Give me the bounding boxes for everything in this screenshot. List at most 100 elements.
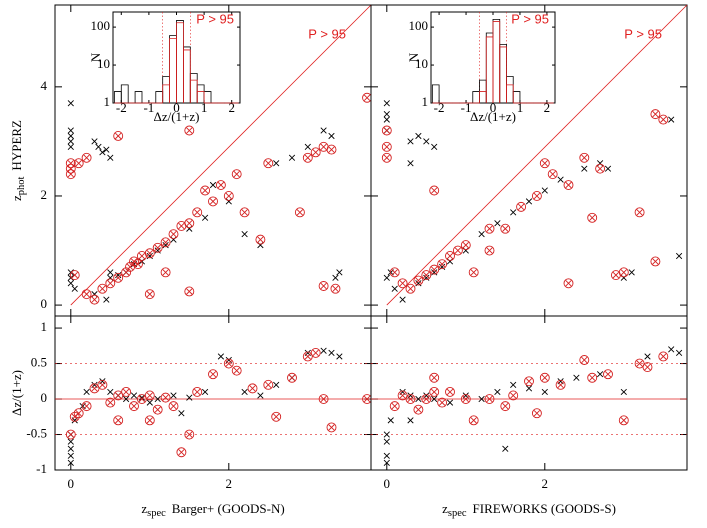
point bbox=[223, 358, 234, 369]
y-tick-label: 0.5 bbox=[31, 355, 47, 370]
point bbox=[332, 274, 339, 281]
point-ring bbox=[618, 415, 629, 426]
point-ring bbox=[563, 180, 574, 191]
point-cross bbox=[95, 143, 102, 150]
point-cross bbox=[265, 381, 272, 388]
point-cross bbox=[154, 395, 161, 403]
point bbox=[618, 415, 629, 426]
point-cross bbox=[581, 154, 588, 161]
histogram-bin bbox=[506, 84, 514, 103]
point-cross bbox=[130, 392, 138, 399]
point-ring bbox=[208, 196, 218, 207]
point bbox=[241, 388, 248, 396]
point-ring bbox=[65, 158, 76, 169]
point-cross bbox=[415, 277, 422, 284]
point bbox=[129, 401, 139, 412]
point bbox=[146, 399, 153, 406]
point bbox=[415, 132, 422, 140]
point-cross bbox=[470, 269, 477, 276]
point bbox=[604, 165, 612, 172]
point bbox=[668, 346, 675, 353]
point bbox=[421, 270, 432, 281]
point bbox=[257, 392, 264, 399]
point-ring bbox=[516, 201, 527, 212]
point bbox=[405, 283, 416, 294]
point-cross bbox=[186, 225, 193, 232]
point-ring bbox=[618, 267, 629, 278]
point bbox=[170, 236, 177, 243]
histogram-bin bbox=[196, 91, 205, 103]
point bbox=[132, 259, 143, 270]
point-cross bbox=[407, 138, 414, 145]
point-cross bbox=[67, 459, 74, 467]
point-cross bbox=[675, 349, 683, 357]
point-ring bbox=[445, 386, 455, 397]
point bbox=[97, 379, 108, 390]
point-cross bbox=[107, 399, 114, 406]
point-cross bbox=[486, 247, 493, 254]
point-ring bbox=[326, 144, 337, 155]
point-cross bbox=[67, 280, 74, 287]
point-ring bbox=[413, 275, 424, 286]
point-ring bbox=[484, 394, 495, 404]
point-ring bbox=[650, 256, 661, 267]
point-ring bbox=[160, 267, 171, 278]
point bbox=[107, 274, 114, 281]
point-cross bbox=[257, 236, 264, 243]
point bbox=[596, 371, 604, 378]
point bbox=[91, 138, 98, 145]
point-cross bbox=[454, 247, 462, 254]
axis-label: zphot HYPERZ bbox=[9, 120, 27, 201]
x-tick-label: 1 bbox=[201, 100, 208, 115]
point bbox=[67, 100, 74, 107]
point bbox=[241, 231, 248, 238]
point-cross bbox=[146, 291, 153, 298]
point bbox=[468, 415, 479, 426]
point bbox=[413, 404, 424, 415]
point-cross bbox=[178, 410, 185, 417]
label-sub: phot bbox=[16, 176, 27, 195]
point bbox=[383, 452, 390, 459]
point-cross bbox=[328, 349, 335, 357]
point-cross bbox=[628, 269, 635, 276]
point bbox=[107, 269, 114, 276]
point bbox=[336, 269, 343, 276]
point bbox=[215, 180, 226, 191]
point-cross bbox=[126, 263, 134, 271]
point-cross bbox=[415, 406, 422, 413]
point-cross bbox=[83, 154, 90, 161]
point bbox=[69, 270, 80, 281]
point-ring bbox=[405, 283, 416, 294]
point-cross bbox=[363, 395, 371, 403]
point-cross bbox=[209, 181, 217, 189]
point-cross bbox=[407, 417, 414, 424]
point bbox=[557, 176, 564, 183]
label-rest: FIREWORKS (GOODS-S) bbox=[473, 501, 616, 516]
label-sub: spec bbox=[147, 508, 166, 519]
point-cross bbox=[138, 395, 146, 403]
point bbox=[192, 207, 203, 218]
point bbox=[383, 459, 390, 467]
point-cross bbox=[178, 449, 185, 456]
point-cross bbox=[565, 181, 572, 189]
point bbox=[288, 154, 296, 161]
point-cross bbox=[431, 374, 438, 381]
point-cross bbox=[99, 381, 106, 388]
annotation: P > 95 bbox=[308, 26, 346, 41]
point bbox=[144, 390, 155, 401]
point bbox=[170, 392, 177, 399]
point-cross bbox=[446, 258, 454, 265]
point-cross bbox=[209, 198, 217, 205]
point-cross bbox=[383, 127, 390, 134]
point-ring bbox=[524, 376, 534, 387]
point-cross bbox=[233, 367, 240, 374]
point bbox=[208, 369, 218, 380]
point-cross bbox=[107, 280, 114, 287]
point bbox=[381, 152, 392, 163]
point-cross bbox=[336, 269, 343, 276]
point bbox=[494, 220, 501, 227]
point-ring bbox=[113, 272, 124, 283]
y-tick-label: -1 bbox=[36, 461, 47, 476]
histogram-bin bbox=[120, 84, 129, 103]
point-cross bbox=[162, 394, 169, 401]
